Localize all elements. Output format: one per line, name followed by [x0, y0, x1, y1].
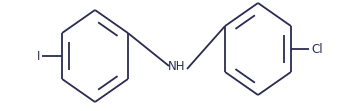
Text: NH: NH [168, 60, 186, 73]
Text: Cl: Cl [311, 43, 323, 56]
Text: I: I [37, 50, 40, 62]
